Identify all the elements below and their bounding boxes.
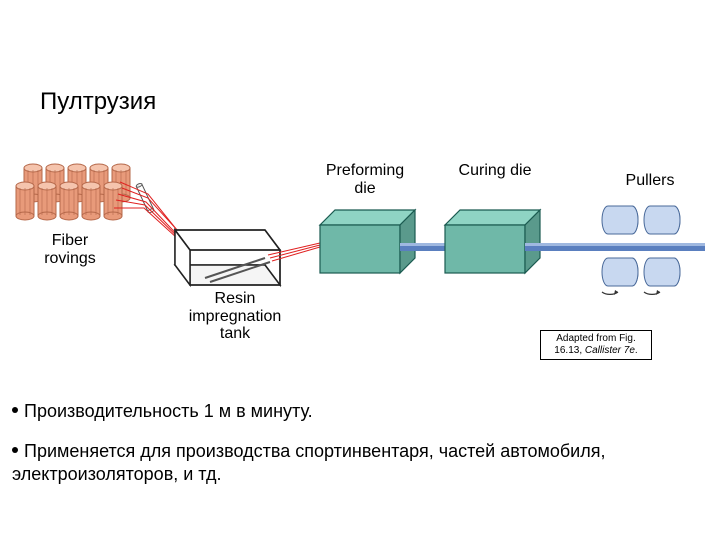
preforming-die bbox=[320, 210, 415, 273]
label-fiber: Fiber rovings bbox=[25, 232, 115, 267]
rod-segment-1 bbox=[400, 243, 445, 251]
attribution-line2: 16.13, Callister 7e. bbox=[554, 345, 637, 356]
page-title: Пултрузия bbox=[40, 88, 156, 116]
attribution-box: Adapted from Fig. 16.13, Callister 7e. bbox=[540, 330, 652, 360]
resin-tank bbox=[175, 230, 280, 285]
fiber-spools bbox=[16, 164, 130, 220]
label-resin: Resin impregnation tank bbox=[175, 290, 295, 343]
label-preforming: Preforming die bbox=[315, 162, 415, 197]
label-pullers: Pullers bbox=[615, 172, 685, 190]
bullet-icon bbox=[12, 447, 18, 453]
bullet-2: Применяется для производства спортинвент… bbox=[12, 440, 702, 487]
bullet-1: Производительность 1 м в минуту. bbox=[12, 400, 313, 423]
curing-die bbox=[445, 210, 540, 273]
label-curing: Curing die bbox=[450, 162, 540, 180]
bullet-icon bbox=[12, 407, 18, 413]
rod-segment-2 bbox=[525, 243, 705, 251]
